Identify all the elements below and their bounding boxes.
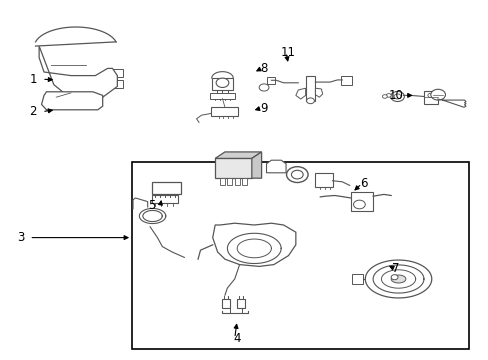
Polygon shape: [41, 92, 102, 110]
Circle shape: [353, 200, 365, 209]
FancyBboxPatch shape: [211, 107, 238, 116]
FancyBboxPatch shape: [220, 178, 224, 185]
Text: 1: 1: [29, 73, 37, 86]
FancyBboxPatch shape: [341, 76, 351, 85]
Polygon shape: [365, 260, 431, 298]
FancyBboxPatch shape: [234, 178, 239, 185]
FancyBboxPatch shape: [151, 195, 178, 203]
Text: 9: 9: [260, 102, 267, 114]
FancyBboxPatch shape: [315, 173, 332, 187]
FancyBboxPatch shape: [222, 299, 230, 308]
Polygon shape: [211, 78, 233, 90]
Polygon shape: [212, 223, 295, 266]
Polygon shape: [390, 275, 405, 283]
FancyBboxPatch shape: [132, 162, 468, 349]
Polygon shape: [251, 152, 261, 178]
Text: 2: 2: [29, 105, 37, 118]
Text: 8: 8: [260, 62, 267, 75]
Polygon shape: [39, 46, 117, 103]
Text: 4: 4: [233, 332, 241, 345]
Text: 3: 3: [17, 231, 24, 244]
FancyBboxPatch shape: [350, 192, 372, 211]
Circle shape: [386, 94, 390, 97]
Circle shape: [83, 95, 93, 103]
FancyBboxPatch shape: [423, 91, 437, 104]
FancyBboxPatch shape: [210, 93, 234, 99]
Circle shape: [390, 91, 404, 102]
Polygon shape: [215, 152, 261, 158]
Circle shape: [286, 167, 307, 183]
Circle shape: [291, 170, 303, 179]
Circle shape: [216, 78, 228, 87]
FancyBboxPatch shape: [351, 274, 362, 284]
Text: 11: 11: [281, 46, 295, 59]
FancyBboxPatch shape: [227, 178, 232, 185]
Circle shape: [390, 275, 397, 280]
Polygon shape: [315, 88, 322, 97]
Text: 6: 6: [360, 177, 367, 190]
Text: 10: 10: [388, 89, 403, 102]
Text: 5: 5: [147, 199, 155, 212]
FancyBboxPatch shape: [237, 299, 244, 308]
FancyBboxPatch shape: [112, 69, 123, 77]
Circle shape: [306, 98, 314, 104]
FancyBboxPatch shape: [112, 80, 123, 88]
Circle shape: [259, 84, 268, 91]
Circle shape: [393, 94, 400, 99]
FancyBboxPatch shape: [151, 182, 181, 194]
FancyBboxPatch shape: [215, 158, 251, 178]
FancyBboxPatch shape: [266, 77, 275, 84]
Circle shape: [382, 95, 386, 98]
Polygon shape: [295, 88, 305, 99]
FancyBboxPatch shape: [242, 178, 246, 185]
Circle shape: [427, 93, 433, 98]
Circle shape: [430, 89, 445, 100]
Polygon shape: [266, 160, 285, 173]
FancyBboxPatch shape: [305, 76, 315, 101]
Text: 7: 7: [391, 262, 399, 275]
